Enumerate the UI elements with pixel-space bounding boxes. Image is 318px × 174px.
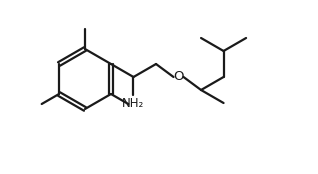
Text: NH₂: NH₂ xyxy=(122,97,145,110)
Text: O: O xyxy=(173,70,184,84)
